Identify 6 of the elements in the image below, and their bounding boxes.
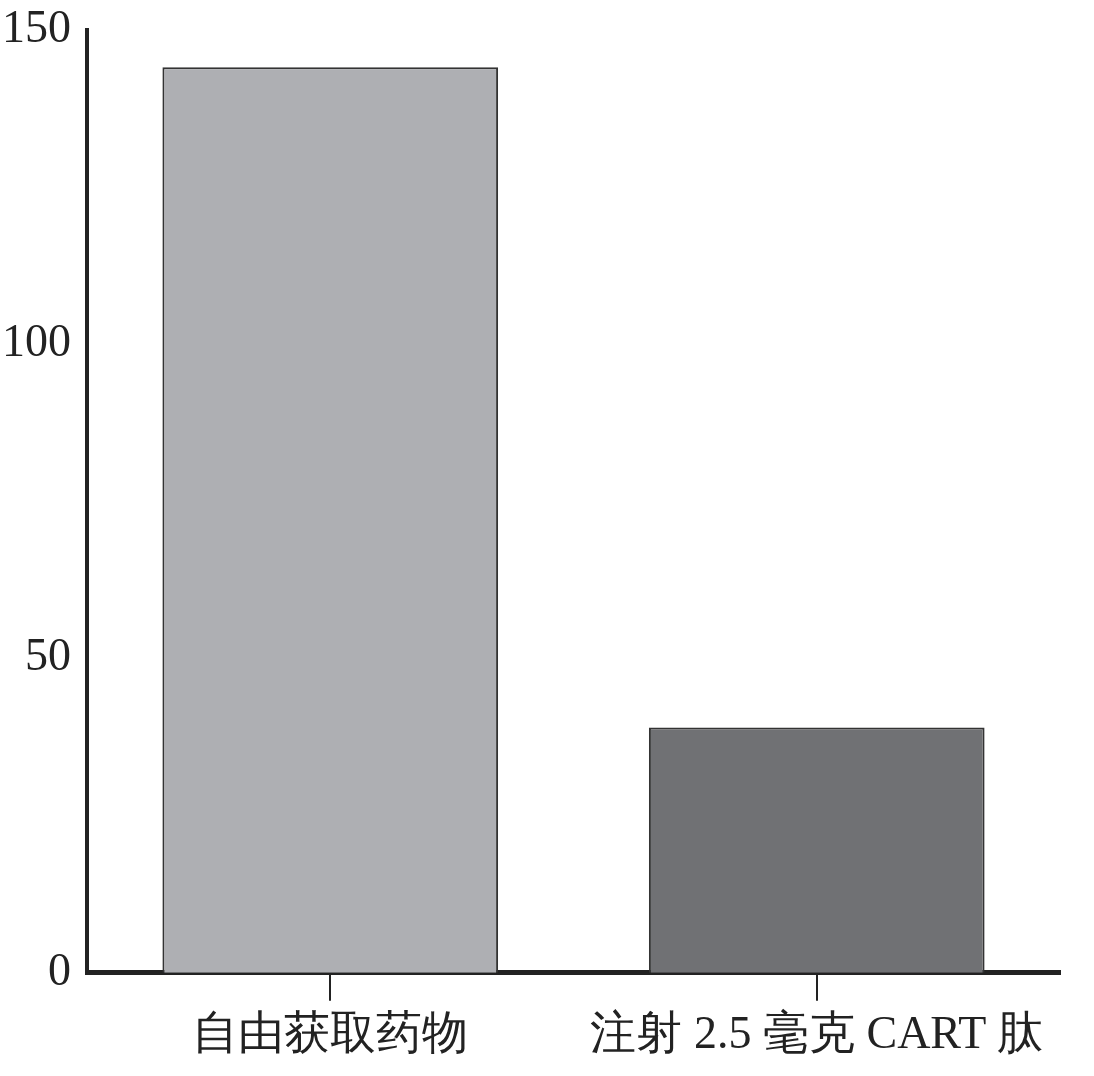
x-tick-label: 自由获取药物	[192, 1007, 469, 1059]
x-tick-label: 注射 2.5 毫克 CART 肽	[590, 1007, 1044, 1059]
y-tick-label: 50	[25, 629, 71, 681]
y-tick-label: 0	[48, 943, 71, 995]
y-tick-label: 100	[2, 315, 71, 367]
y-tick-label: 150	[2, 0, 71, 52]
